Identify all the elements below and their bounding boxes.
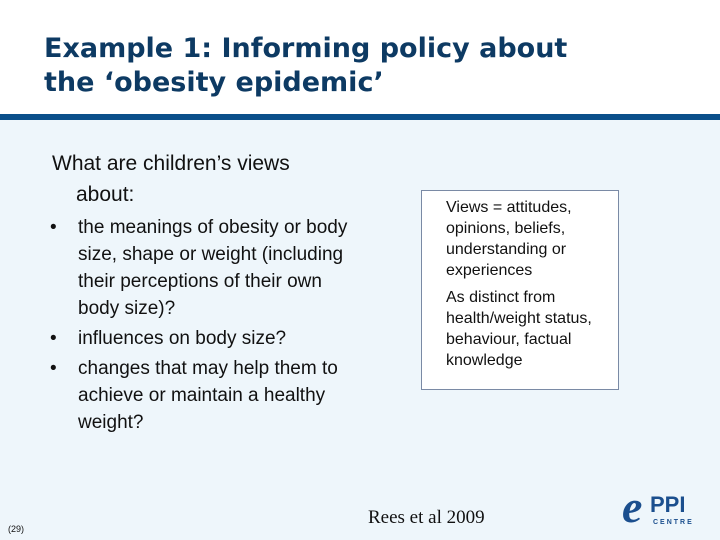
- bullet-marker: •: [50, 358, 57, 379]
- definition-box: Views = attitudes, opinions, beliefs, un…: [421, 190, 619, 390]
- citation: Rees et al 2009: [368, 507, 485, 528]
- definition-paragraph: As distinct from health/weight status, b…: [430, 287, 610, 371]
- bullet-item: • changes that may help them to achieve …: [48, 355, 353, 436]
- bullet-item: • the meanings of obesity or body size, …: [48, 214, 353, 322]
- definition-text: Views = attitudes, opinions, beliefs, un…: [446, 199, 572, 279]
- bullet-marker: •: [50, 328, 57, 349]
- logo-letter: e: [622, 486, 642, 528]
- question-text: What are children’s views about:: [52, 152, 290, 206]
- definition-paragraph: Views = attitudes, opinions, beliefs, un…: [430, 197, 610, 281]
- bullet-marker: •: [50, 217, 57, 238]
- slide-title-line-2: the ‘obesity epidemic’: [44, 67, 384, 98]
- eppi-centre-logo-icon: e PPI CENTRE: [622, 486, 702, 528]
- slide-title: Example 1: Informing policy about the ‘o…: [44, 32, 704, 100]
- bullet-text: the meanings of obesity or body size, sh…: [78, 217, 348, 319]
- bullet-list: • the meanings of obesity or body size, …: [48, 214, 353, 439]
- bullet-item: • influences on body size?: [48, 325, 353, 352]
- logo-wordmark: PPI: [650, 492, 685, 517]
- title-divider: [0, 114, 720, 120]
- definition-text: As distinct from health/weight status, b…: [446, 289, 592, 369]
- bullet-text: changes that may help them to achieve or…: [78, 358, 338, 433]
- logo-subtext: CENTRE: [653, 519, 694, 526]
- slide-title-line-1: Example 1: Informing policy about: [44, 33, 568, 64]
- bullet-text: influences on body size?: [78, 328, 287, 349]
- slide-number: (29): [8, 524, 25, 534]
